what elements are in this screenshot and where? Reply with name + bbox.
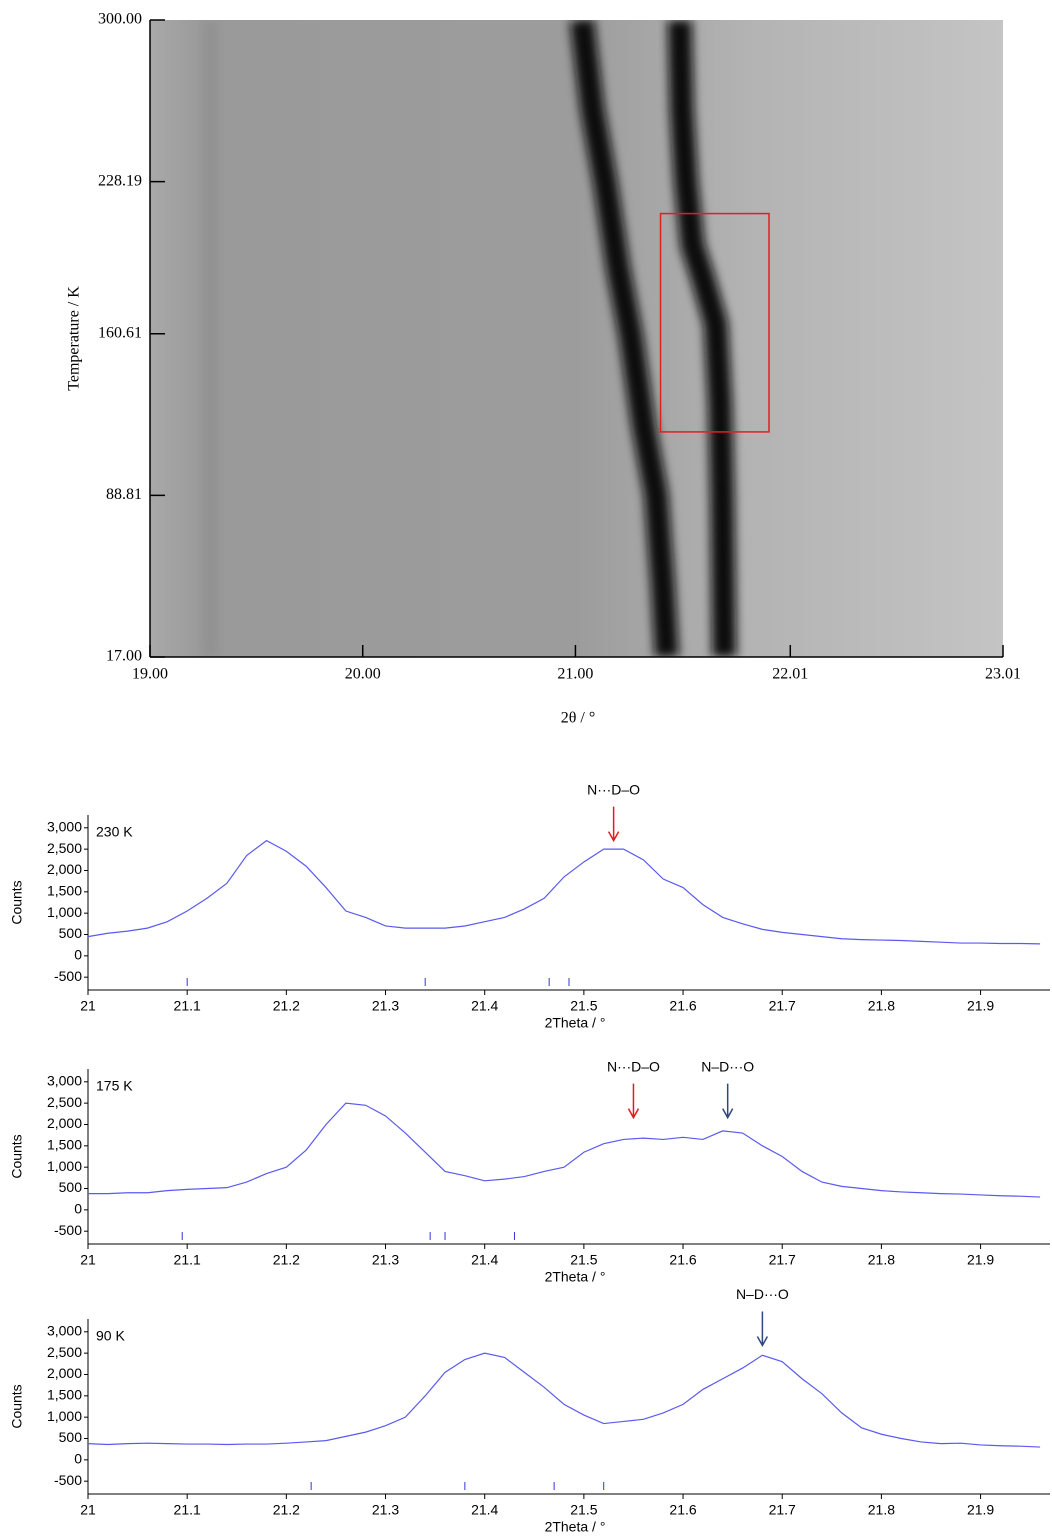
y-tick-label: 2,500: [47, 1094, 82, 1110]
annotation-label: N–D···O: [736, 1286, 789, 1302]
x-tick-label: 21.2: [273, 1502, 300, 1518]
annotation-arrow: [756, 1311, 769, 1348]
x-tick-label: 21.8: [868, 1252, 895, 1268]
y-tick-label: 1,500: [47, 1137, 82, 1153]
x-tick-label: 21.7: [769, 998, 796, 1014]
panel-label: 175 K: [96, 1078, 133, 1094]
panel-label: 90 K: [96, 1328, 125, 1344]
x-tick-label: 21.4: [471, 1252, 498, 1268]
x-tick-label: 21.4: [471, 998, 498, 1014]
x-axis-label: 2θ / °: [561, 710, 596, 727]
x-tick-label: 21.7: [769, 1502, 796, 1518]
x-tick-label: 21.4: [471, 1502, 498, 1518]
y-axis-label: Counts: [9, 880, 25, 924]
line-series: [88, 1102, 1041, 1198]
y-tick-label: 160.61: [98, 324, 142, 341]
x-tick-label: 21.2: [273, 1252, 300, 1268]
x-tick-label: 21.3: [372, 1502, 399, 1518]
x-tick-label: 21.00: [557, 666, 593, 683]
y-tick-label: -500: [54, 1222, 82, 1238]
map-area: [150, 20, 1003, 657]
line-series: [87, 1352, 1041, 1448]
x-tick-label: 21: [80, 998, 96, 1014]
y-axis-label: Counts: [9, 1134, 25, 1178]
x-tick-label: 21: [80, 1502, 96, 1518]
x-tick-label: 21.1: [174, 1502, 201, 1518]
x-tick-label: 21.2: [273, 998, 300, 1014]
x-tick-label: 21.9: [967, 1252, 994, 1268]
annotation-arrow: [627, 1083, 640, 1120]
y-tick-label: 228.19: [98, 172, 142, 189]
x-tick-label: 21.7: [769, 1252, 796, 1268]
y-tick-label: -500: [54, 968, 82, 984]
x-axis-label: 2Theta / °: [545, 1015, 606, 1031]
annotation-label: N···D–O: [607, 1058, 660, 1074]
y-tick-label: 500: [59, 1179, 83, 1195]
y-tick-label: 2,500: [47, 1344, 82, 1360]
highlight-box: [659, 212, 770, 433]
y-axis-label: Temperature / K: [66, 286, 83, 391]
y-tick-label: 3,000: [47, 1323, 82, 1339]
annotation-arrow: [722, 1083, 734, 1120]
band: [667, 20, 737, 657]
annotation-label: N–D···O: [701, 1058, 754, 1074]
y-tick-label: 2,500: [47, 840, 82, 856]
y-tick-label: 1,500: [47, 883, 82, 899]
bands: [569, 20, 737, 657]
y-tick-label: 0: [74, 947, 82, 963]
x-tick-label: 21: [80, 1252, 96, 1268]
x-tick-label: 20.00: [345, 666, 381, 683]
x-tick-label: 21.5: [570, 1252, 597, 1268]
annotation-label: N···D–O: [587, 781, 640, 797]
line-series: [87, 839, 1041, 945]
x-tick-label: 21.9: [967, 1502, 994, 1518]
y-tick-label: 3,000: [47, 1073, 82, 1089]
annotation-arrow: [607, 806, 620, 843]
faint-line: [204, 20, 218, 657]
y-tick-label: -500: [54, 1472, 82, 1488]
x-tick-label: 21.5: [570, 1502, 597, 1518]
y-tick-label: 88.81: [106, 486, 142, 503]
y-tick-label: 2,000: [47, 1115, 82, 1131]
x-tick-label: 22.01: [772, 666, 808, 683]
band: [569, 20, 679, 657]
y-tick-label: 3,000: [47, 819, 82, 835]
y-tick-label: 2,000: [47, 861, 82, 877]
x-tick-label: 21.1: [174, 998, 201, 1014]
x-axis-label: 2Theta / °: [545, 1519, 606, 1535]
y-tick-label: 2,000: [47, 1365, 82, 1381]
y-tick-label: 0: [74, 1201, 82, 1217]
y-tick-label: 500: [59, 925, 83, 941]
y-tick-label: 17.00: [106, 648, 142, 665]
x-tick-label: 21.1: [174, 1252, 201, 1268]
x-tick-label: 21.8: [868, 998, 895, 1014]
y-tick-label: 1,000: [47, 1408, 82, 1424]
x-axis-label: 2Theta / °: [545, 1269, 606, 1285]
y-tick-label: 1,000: [47, 1158, 82, 1174]
x-tick-label: 21.9: [967, 998, 994, 1014]
x-tick-label: 21.3: [372, 998, 399, 1014]
y-tick-label: 0: [74, 1451, 82, 1467]
x-tick-label: 21.6: [669, 1502, 696, 1518]
y-tick-label: 1,500: [47, 1387, 82, 1403]
x-tick-label: 21.6: [669, 998, 696, 1014]
map-background: [150, 20, 1003, 657]
y-axis-label: Counts: [9, 1384, 25, 1428]
x-tick-label: 21.3: [372, 1252, 399, 1268]
x-tick-label: 19.00: [132, 666, 168, 683]
x-tick-label: 21.8: [868, 1502, 895, 1518]
y-tick-label: 1,000: [47, 904, 82, 920]
y-tick-label: 300.00: [98, 11, 142, 28]
x-tick-label: 23.01: [985, 666, 1021, 683]
y-tick-label: 500: [59, 1429, 83, 1445]
x-tick-label: 21.5: [570, 998, 597, 1014]
x-tick-label: 21.6: [669, 1252, 696, 1268]
panel-label: 230 K: [96, 824, 133, 840]
